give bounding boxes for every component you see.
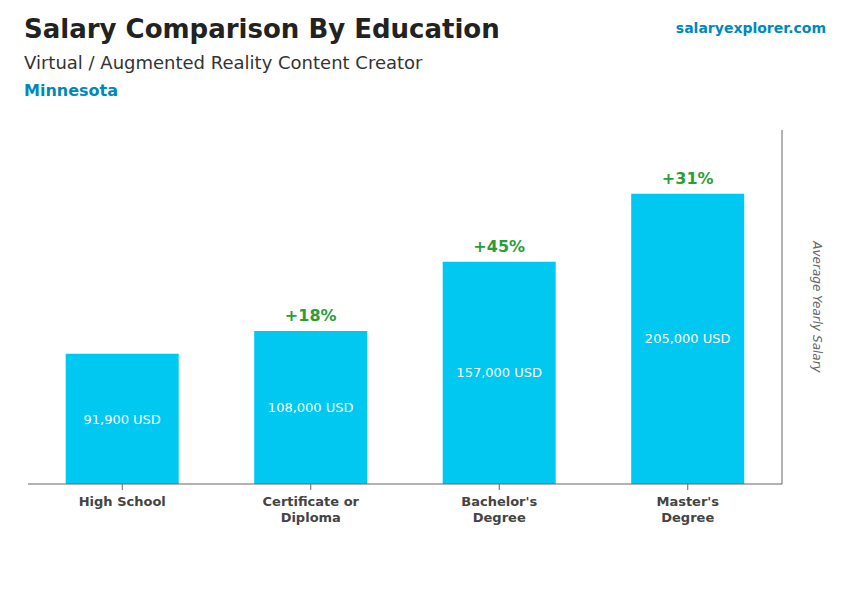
html-text:Minnesota: Minnesota bbox=[24, 81, 118, 100]
svg-text:Average Yearly Salary: Average Yearly Salary bbox=[810, 240, 824, 373]
svg-text:205,000 USD: 205,000 USD bbox=[645, 331, 731, 346]
svg-text:High School: High School bbox=[79, 494, 166, 509]
svg-text:108,000 USD: 108,000 USD bbox=[268, 400, 354, 415]
html-text:Salary Comparison By Education: Salary Comparison By Education bbox=[24, 14, 500, 44]
svg-text:+31%: +31% bbox=[662, 169, 714, 188]
svg-text:Certificate orDiploma: Certificate orDiploma bbox=[263, 494, 360, 525]
svg-text:Bachelor'sDegree: Bachelor'sDegree bbox=[461, 494, 537, 525]
html-text:Virtual / Augmented Reality Co: Virtual / Augmented Reality Content Crea… bbox=[24, 52, 423, 73]
svg-text:157,000 USD: 157,000 USD bbox=[456, 365, 542, 380]
svg-text:Master'sDegree: Master'sDegree bbox=[656, 494, 719, 525]
svg-text:91,900 USD: 91,900 USD bbox=[83, 412, 160, 427]
html-text:salaryexplorer.com: salaryexplorer.com bbox=[675, 20, 826, 36]
svg-text:+18%: +18% bbox=[285, 306, 337, 325]
svg-text:+45%: +45% bbox=[473, 237, 525, 256]
